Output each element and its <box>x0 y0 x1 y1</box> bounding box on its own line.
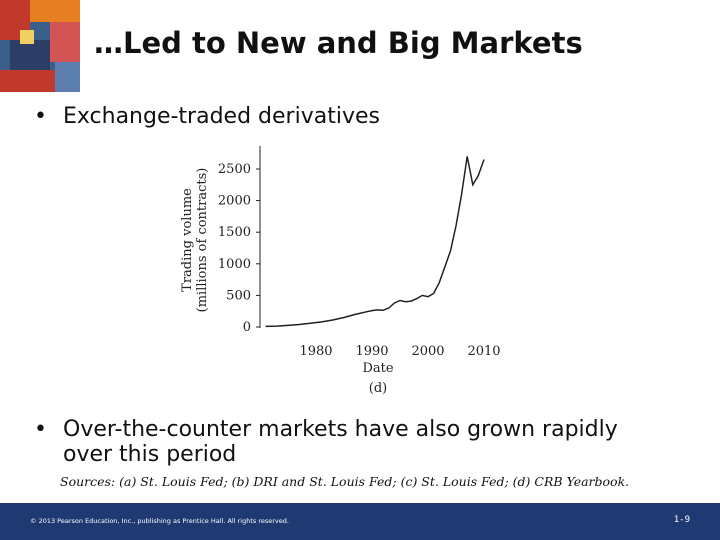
page-number: 1-9 <box>673 515 690 525</box>
sources-note: Sources: (a) St. Louis Fed; (b) DRI and … <box>60 474 630 489</box>
bullet-text: Exchange-traded derivatives <box>63 104 380 129</box>
corner-decorative-image <box>0 0 80 92</box>
y-tick-label: 1500 <box>218 225 251 240</box>
trading-volume-chart: 0 500 1000 1500 2000 2500 1980 1990 2000 2010 Tr… <box>180 146 501 396</box>
y-tick-label: 2500 <box>218 162 251 177</box>
footer-bar: © 2013 Pearson Education, Inc., publishi… <box>0 503 720 540</box>
slide-title: …Led to New and Big Markets <box>94 26 583 60</box>
bullet-dot: • <box>34 417 47 442</box>
panel-label: (d) <box>369 381 387 396</box>
bullet-dot: • <box>34 104 47 129</box>
x-tick-label: 1980 <box>299 344 332 359</box>
bullet-item: • Over-the-counter markets have also gro… <box>34 417 634 467</box>
x-axis-label: Date <box>362 361 393 376</box>
series-line <box>265 156 485 328</box>
copyright-text: © 2013 Pearson Education, Inc., publishi… <box>30 517 289 525</box>
y-tick-label: 1000 <box>218 257 251 272</box>
y-axis-label-line-1: Trading volume <box>180 188 195 292</box>
x-tick-label: 2010 <box>467 344 500 359</box>
y-tick-label: 500 <box>226 288 251 303</box>
y-tick-label: 2000 <box>218 194 251 209</box>
x-tick-label: 1990 <box>355 344 388 359</box>
bullet-text: Over-the-counter markets have also grown… <box>63 417 618 467</box>
x-tick-label: 2000 <box>411 344 444 359</box>
y-axis-label-line-2: (millions of contracts) <box>195 168 210 313</box>
y-tick-label: 0 <box>243 320 251 335</box>
bullet-item: • Exchange-traded derivatives <box>34 104 380 129</box>
